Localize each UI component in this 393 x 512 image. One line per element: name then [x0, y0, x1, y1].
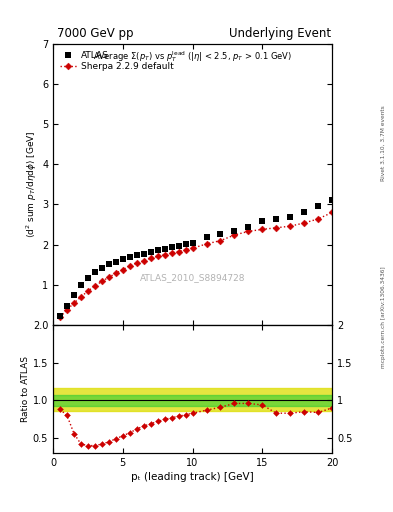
- ATLAS: [99, 265, 104, 271]
- Y-axis label: $\langle$d$^2$ sum $p_T$/d$\eta$d$\phi\rangle$ [GeV]: $\langle$d$^2$ sum $p_T$/d$\eta$d$\phi\r…: [25, 131, 39, 238]
- ATLAS: [260, 218, 265, 224]
- Sherpa 2.2.9 default: [190, 245, 195, 251]
- Sherpa 2.2.9 default: [330, 209, 334, 216]
- ATLAS: [72, 292, 76, 298]
- Sherpa 2.2.9 default: [86, 288, 90, 294]
- ATLAS: [155, 247, 160, 253]
- Sherpa 2.2.9 default: [274, 225, 279, 231]
- ATLAS: [218, 231, 223, 237]
- ATLAS: [86, 274, 90, 281]
- ATLAS: [288, 214, 292, 220]
- Sherpa 2.2.9 default: [72, 300, 76, 306]
- Text: Underlying Event: Underlying Event: [229, 27, 331, 40]
- ATLAS: [274, 216, 279, 222]
- Sherpa 2.2.9 default: [149, 255, 153, 262]
- Sherpa 2.2.9 default: [316, 216, 321, 222]
- ATLAS: [134, 252, 139, 258]
- Sherpa 2.2.9 default: [204, 241, 209, 247]
- Sherpa 2.2.9 default: [141, 258, 146, 264]
- Y-axis label: Ratio to ATLAS: Ratio to ATLAS: [21, 356, 30, 422]
- Sherpa 2.2.9 default: [107, 274, 111, 281]
- Sherpa 2.2.9 default: [183, 247, 188, 253]
- ATLAS: [176, 243, 181, 249]
- Text: Rivet 3.1.10, 3.7M events: Rivet 3.1.10, 3.7M events: [381, 105, 386, 181]
- ATLAS: [141, 250, 146, 257]
- ATLAS: [127, 254, 132, 260]
- Sherpa 2.2.9 default: [155, 253, 160, 260]
- ATLAS: [149, 249, 153, 255]
- Sherpa 2.2.9 default: [288, 223, 292, 229]
- Sherpa 2.2.9 default: [93, 283, 97, 289]
- Sherpa 2.2.9 default: [99, 278, 104, 284]
- Sherpa 2.2.9 default: [176, 248, 181, 254]
- ATLAS: [204, 234, 209, 241]
- Line: ATLAS: ATLAS: [57, 198, 335, 319]
- Sherpa 2.2.9 default: [302, 220, 307, 226]
- ATLAS: [330, 197, 334, 203]
- Text: 7000 GeV pp: 7000 GeV pp: [57, 27, 134, 40]
- ATLAS: [162, 246, 167, 252]
- ATLAS: [107, 261, 111, 267]
- Text: Average $\Sigma(p_T)$ vs $p_T^{\rm lead}$ ($|\eta|$ < 2.5, $p_T$ > 0.1 GeV): Average $\Sigma(p_T)$ vs $p_T^{\rm lead}…: [93, 49, 292, 64]
- Sherpa 2.2.9 default: [218, 238, 223, 244]
- ATLAS: [316, 203, 321, 209]
- ATLAS: [120, 256, 125, 262]
- Sherpa 2.2.9 default: [246, 228, 251, 234]
- ATLAS: [232, 227, 237, 233]
- Legend: ATLAS, Sherpa 2.2.9 default: ATLAS, Sherpa 2.2.9 default: [57, 48, 176, 74]
- ATLAS: [64, 303, 70, 309]
- X-axis label: pₜ (leading track) [GeV]: pₜ (leading track) [GeV]: [131, 472, 254, 482]
- Sherpa 2.2.9 default: [169, 250, 174, 256]
- ATLAS: [246, 223, 251, 229]
- Sherpa 2.2.9 default: [127, 263, 132, 269]
- ATLAS: [93, 268, 97, 274]
- ATLAS: [190, 240, 195, 246]
- Sherpa 2.2.9 default: [58, 314, 62, 320]
- Sherpa 2.2.9 default: [64, 307, 70, 313]
- Sherpa 2.2.9 default: [120, 267, 125, 273]
- Sherpa 2.2.9 default: [134, 260, 139, 266]
- ATLAS: [114, 259, 118, 265]
- Sherpa 2.2.9 default: [114, 270, 118, 276]
- Sherpa 2.2.9 default: [232, 232, 237, 238]
- ATLAS: [183, 241, 188, 247]
- Text: mcplots.cern.ch [arXiv:1306.3436]: mcplots.cern.ch [arXiv:1306.3436]: [381, 267, 386, 368]
- Sherpa 2.2.9 default: [79, 294, 83, 300]
- ATLAS: [79, 282, 83, 288]
- ATLAS: [58, 313, 62, 319]
- Text: ATLAS_2010_S8894728: ATLAS_2010_S8894728: [140, 273, 245, 282]
- ATLAS: [302, 209, 307, 216]
- Sherpa 2.2.9 default: [162, 252, 167, 258]
- Line: Sherpa 2.2.9 default: Sherpa 2.2.9 default: [58, 210, 334, 319]
- Sherpa 2.2.9 default: [260, 226, 265, 232]
- ATLAS: [169, 244, 174, 250]
